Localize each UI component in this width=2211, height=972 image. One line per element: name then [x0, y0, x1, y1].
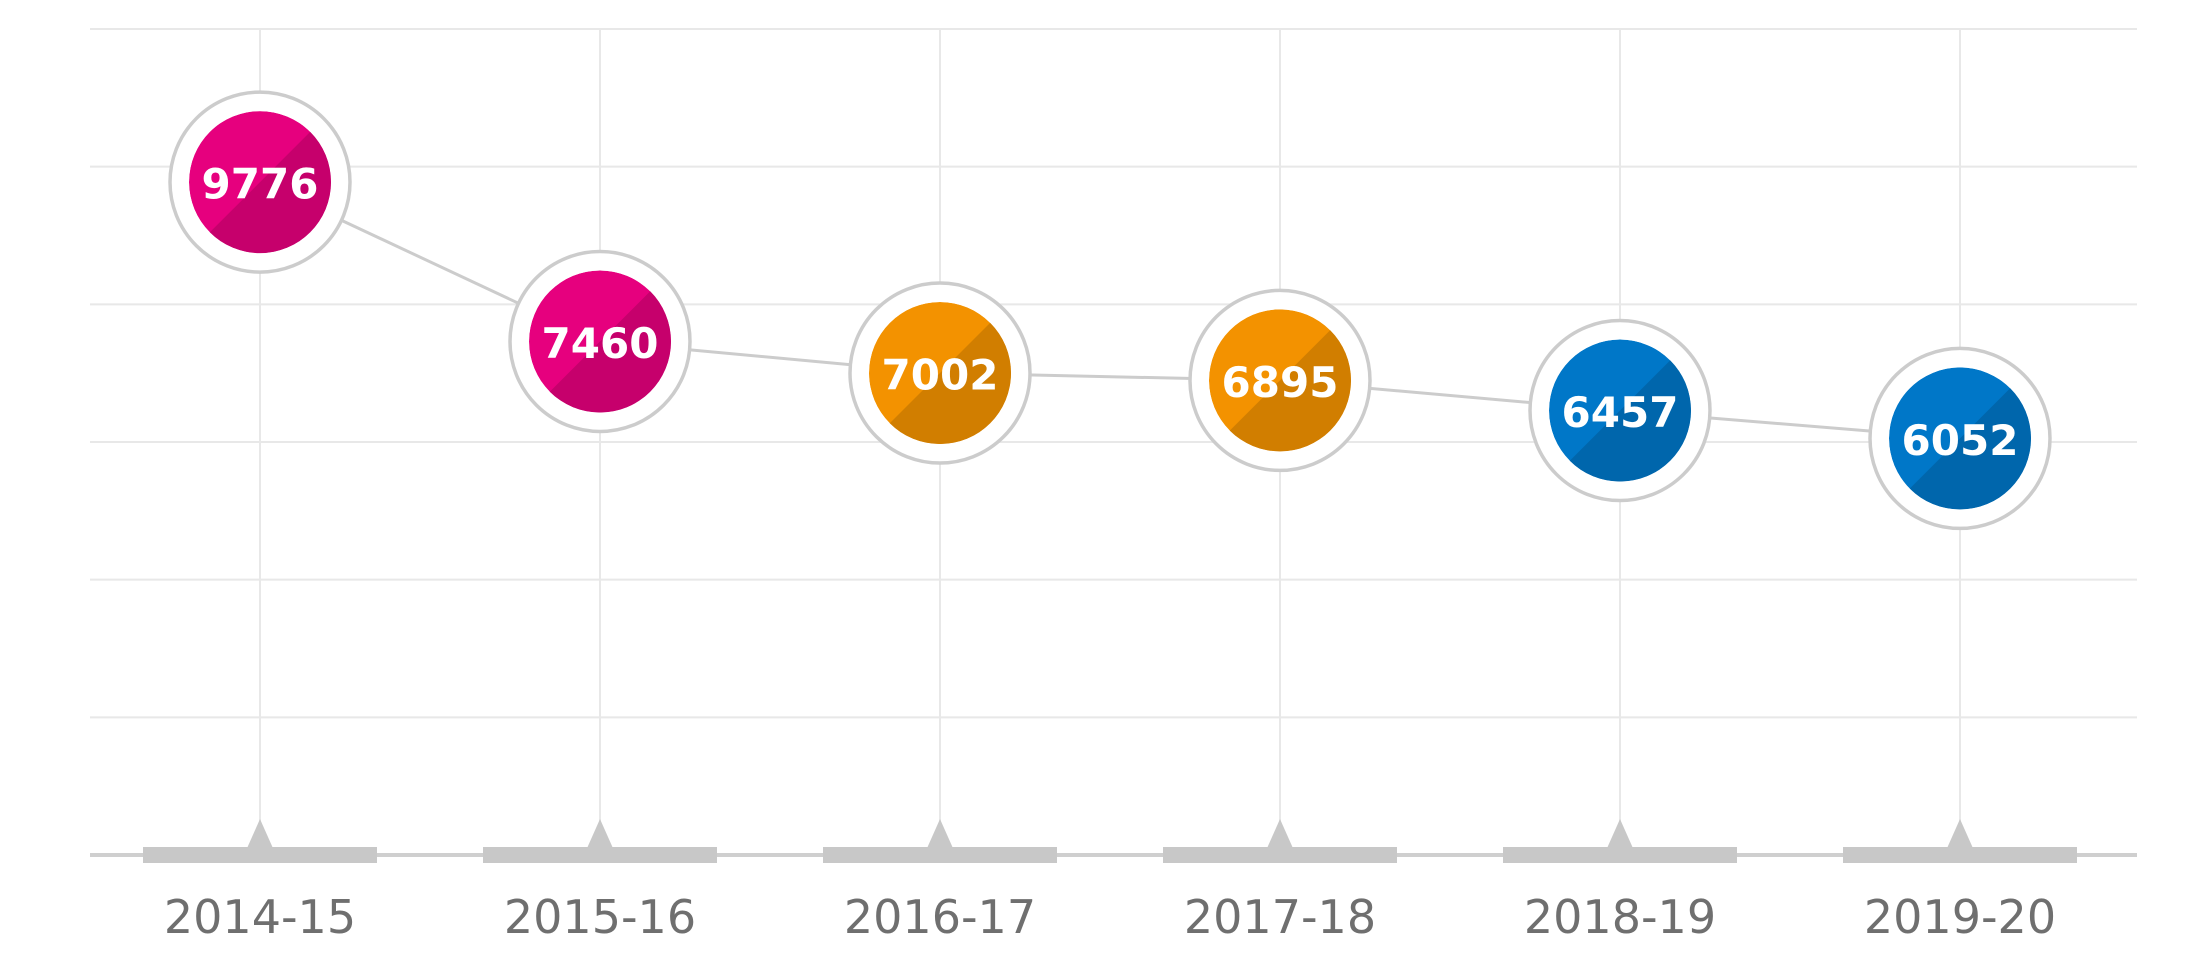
x-tick-label: 2019-20: [1864, 890, 2056, 944]
x-tick-marker: [1843, 819, 2077, 863]
x-tick-marker: [143, 819, 377, 863]
x-tick-marker: [1503, 819, 1737, 863]
x-tick-label: 2017-18: [1184, 890, 1376, 944]
x-tick-marker: [823, 819, 1057, 863]
data-point: 9776: [168, 90, 352, 274]
x-tick-labels: 2014-15 2015-16 2016-17 2017-18 2018-19 2019-…: [164, 890, 2056, 944]
data-point: 6457: [1528, 318, 1712, 503]
x-tick-marker: [1163, 819, 1397, 863]
x-tick-label: 2018-19: [1524, 890, 1716, 944]
data-point: 7002: [848, 281, 1032, 465]
tick-triangle: [924, 819, 956, 855]
data-points: 9776 7460 7002 6895 6457 6052: [168, 90, 2052, 531]
data-label: 7002: [882, 351, 999, 400]
data-point-dot: [1549, 339, 1691, 482]
data-point-dot: [869, 302, 1011, 445]
data-point: 7460: [508, 249, 692, 434]
data-point: 6052: [1868, 346, 2052, 531]
data-point: 6895: [1188, 288, 1372, 473]
data-point-dot: [189, 111, 331, 254]
data-point-dot: [1209, 309, 1351, 452]
x-axis: [90, 819, 2137, 863]
data-point-dot: [529, 270, 671, 413]
x-tick-label: 2016-17: [844, 890, 1036, 944]
x-tick-label: 2015-16: [504, 890, 696, 944]
tick-triangle: [1264, 819, 1296, 855]
data-label: 6895: [1222, 358, 1339, 407]
x-tick-label: 2014-15: [164, 890, 356, 944]
tick-triangle: [1944, 819, 1976, 855]
tick-triangle: [244, 819, 276, 855]
data-label: 6052: [1902, 416, 2019, 465]
chart-grid: [90, 28, 2137, 855]
data-label: 6457: [1562, 388, 1679, 437]
tick-triangle: [584, 819, 616, 855]
x-tick-marker: [483, 819, 717, 863]
data-label: 9776: [202, 160, 319, 209]
data-label: 7460: [542, 319, 659, 368]
tick-triangle: [1604, 819, 1636, 855]
data-point-dot: [1889, 367, 2031, 510]
